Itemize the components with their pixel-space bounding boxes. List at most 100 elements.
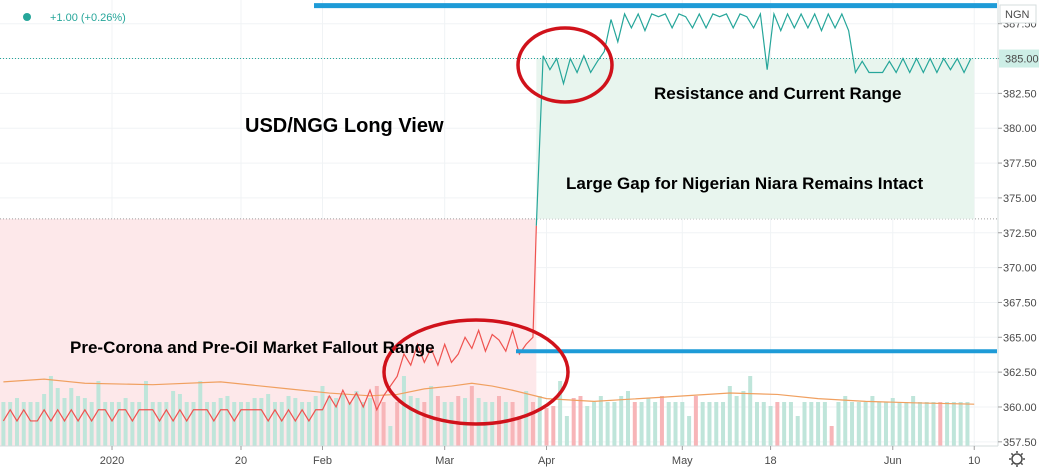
annotation-title: USD/NGG Long View: [245, 115, 444, 137]
volume-bar: [103, 402, 108, 446]
volume-bar: [334, 398, 339, 446]
volume-bar: [245, 402, 250, 446]
volume-bar: [340, 394, 345, 446]
volume-bar: [252, 398, 257, 446]
volume-bar: [571, 398, 576, 446]
volume-bar: [137, 402, 142, 446]
volume-bar: [741, 391, 746, 446]
volume-bar: [96, 381, 101, 446]
volume-bar: [734, 396, 739, 446]
volume-bar: [782, 402, 787, 446]
change-indicator-dot: [23, 13, 31, 21]
volume-bar: [795, 416, 800, 446]
x-tick-label: 10: [968, 455, 980, 467]
x-tick-label: May: [672, 455, 693, 467]
volume-bar: [177, 394, 182, 446]
volume-bar: [517, 416, 522, 446]
volume-bar: [354, 391, 359, 446]
currency-label: NGN: [999, 4, 1037, 24]
volume-bar: [822, 402, 827, 446]
volume-bar: [510, 402, 515, 446]
volume-bar: [666, 402, 671, 446]
moving-average: [3, 378, 975, 405]
x-tick-label: Feb: [313, 455, 332, 467]
volume-bar: [232, 402, 237, 446]
volume-bar: [537, 396, 542, 446]
volume-bar: [544, 408, 549, 446]
volume-bar: [646, 398, 651, 446]
volume-bar: [143, 381, 148, 446]
volume-bar: [524, 391, 529, 446]
annotation-gap: Large Gap for Nigerian Niara Remains Int…: [566, 174, 923, 193]
volume-bar: [619, 396, 624, 446]
volume-bar: [673, 402, 678, 446]
volume-bar: [938, 402, 943, 446]
volume-bar: [598, 396, 603, 446]
volume-bar: [157, 402, 162, 446]
volume-bar: [775, 402, 780, 446]
volume-bar: [700, 402, 705, 446]
volume-bar: [727, 386, 732, 446]
volume-bar: [198, 381, 203, 446]
volume-bar: [761, 402, 766, 446]
volume-bar: [415, 398, 420, 446]
volume-bar: [754, 402, 759, 446]
volume-bar: [714, 402, 719, 446]
volume-bar: [82, 398, 87, 446]
price-line: [2, 11, 972, 423]
volume-bar: [890, 398, 895, 446]
time-axis[interactable]: 2020 20 Feb Mar Apr May 18 Jun 10: [0, 445, 998, 467]
volume-bar: [958, 402, 963, 446]
volume-bar: [313, 396, 318, 446]
volume-bar: [191, 402, 196, 446]
volume-bar: [836, 402, 841, 446]
volume-bar: [225, 396, 230, 446]
volume-bar: [286, 396, 291, 446]
volume-bar: [422, 402, 427, 446]
volume-bar: [259, 398, 264, 446]
legend-header: +1.00 (+0.26%): [23, 12, 126, 24]
volume-bar: [924, 402, 929, 446]
highlight-circle-top: [516, 26, 614, 104]
y-tick-label: 380.00: [1003, 123, 1037, 135]
volume-bar: [850, 402, 855, 446]
settings-gear[interactable]: [1009, 451, 1025, 467]
y-tick-label: 372.50: [1003, 228, 1037, 240]
y-tick-label: 375.00: [1003, 193, 1037, 205]
volume-bar: [35, 402, 40, 446]
volume-bar: [863, 402, 868, 446]
zones: [0, 58, 998, 446]
x-tick-label: 18: [764, 455, 776, 467]
volume-bar: [931, 402, 936, 446]
gear-icon[interactable]: [1011, 453, 1023, 465]
volume-bar: [659, 396, 664, 446]
volume-bar: [829, 426, 834, 446]
volume-bar: [21, 402, 26, 446]
price-line-green: [535, 11, 972, 226]
volume-bar: [917, 402, 922, 446]
volume-bar: [564, 416, 569, 446]
volume-bar: [877, 402, 882, 446]
x-tick-label: Jun: [884, 455, 902, 467]
change-text: +1.00 (+0.26%): [50, 12, 126, 24]
volume-bar: [327, 396, 332, 446]
volume-bar: [768, 406, 773, 446]
volume-bar: [110, 402, 115, 446]
x-tick-label: 2020: [100, 455, 124, 467]
volume-bar: [856, 402, 861, 446]
volume-bar: [48, 376, 53, 446]
x-tick-label: Mar: [435, 455, 454, 467]
volume-bar: [748, 376, 753, 446]
highlight-circle-bottom: [382, 318, 570, 426]
volume-bar: [150, 402, 155, 446]
volume-bar: [870, 396, 875, 446]
volume-bar: [639, 402, 644, 446]
volume-bar: [279, 402, 284, 446]
volume-bar: [272, 402, 277, 446]
last-price-label: 385.00: [999, 49, 1039, 68]
volume-bar: [347, 402, 352, 446]
volume-bar: [585, 406, 590, 446]
currency-code: NGN: [1005, 9, 1030, 21]
price-line-red: [2, 225, 537, 423]
